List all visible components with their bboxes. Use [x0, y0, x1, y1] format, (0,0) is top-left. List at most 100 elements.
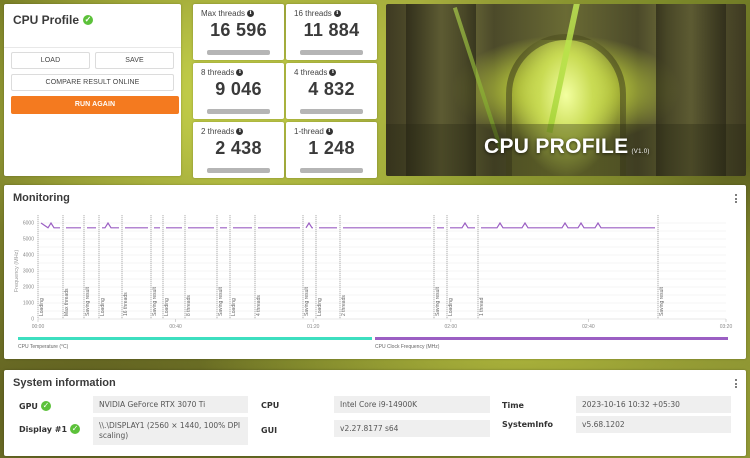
- score-label-text: Max threads: [201, 9, 246, 18]
- score-value: 2 438: [215, 138, 262, 158]
- display-label-text: Display #1: [19, 424, 68, 434]
- hero-title-text: CPU PROFILE: [484, 135, 629, 158]
- event-marker-label: 16 threads: [123, 292, 129, 316]
- info-icon[interactable]: i: [247, 10, 255, 17]
- event-marker-label: 2 threads: [341, 295, 347, 316]
- score-label: 4 threads i: [294, 68, 337, 77]
- gui-value: v2.27.8177 s64: [334, 420, 490, 437]
- time-label: Time: [502, 401, 524, 410]
- hero-pillar-right: [656, 4, 726, 176]
- save-button[interactable]: SAVE: [95, 52, 174, 69]
- event-marker-label: Loading: [164, 298, 170, 316]
- hero-version: (V1.0): [631, 149, 650, 155]
- score-value: 11 884: [303, 20, 360, 40]
- event-marker-label: Loading: [39, 298, 45, 316]
- y-tick-label: 3000: [23, 269, 34, 275]
- event-marker-label: Saving result: [304, 286, 310, 316]
- legend-frequency-bar[interactable]: [375, 337, 728, 340]
- systeminfo-value: v5.68.1202: [576, 416, 731, 433]
- x-tick-label: 00:00: [32, 324, 45, 330]
- y-axis-label: Frequency (MHz): [14, 250, 20, 293]
- y-tick-label: 5000: [23, 237, 34, 243]
- score-label: 16 threads i: [294, 9, 341, 18]
- frequency-line: [40, 221, 655, 229]
- info-icon[interactable]: i: [236, 69, 244, 76]
- score-tile-1-thread: 1-thread i 1 248: [286, 122, 377, 178]
- score-bar: [300, 168, 363, 173]
- systeminfo-label: SystemInfo: [502, 420, 553, 429]
- event-marker-label: 8 threads: [186, 295, 192, 316]
- score-bar: [207, 50, 270, 55]
- hero-banner: CPU PROFILE (V1.0): [386, 4, 746, 176]
- y-tick-label: 1000: [23, 301, 34, 307]
- more-options-icon[interactable]: [735, 194, 738, 203]
- event-marker-label: Loading: [100, 298, 106, 316]
- x-tick-label: 02:40: [582, 324, 595, 330]
- event-marker-label: Loading: [317, 298, 323, 316]
- monitoring-panel: Monitoring 0 1000 2000 3000 4000 5000 6000 Freq…: [4, 185, 746, 359]
- gpu-label-text: GPU: [19, 401, 38, 411]
- compare-result-online-button[interactable]: COMPARE RESULT ONLINE: [11, 74, 174, 91]
- score-label-text: 16 threads: [294, 9, 332, 18]
- monitoring-title: Monitoring: [13, 192, 70, 204]
- score-label: Max threads i: [201, 9, 255, 18]
- info-icon[interactable]: i: [325, 128, 333, 135]
- score-value: 16 596: [210, 20, 267, 40]
- event-marker-label: Saving result: [218, 286, 224, 316]
- profile-title: CPU Profile ✓: [13, 13, 94, 27]
- check-circle-icon: ✓: [70, 424, 81, 434]
- load-button[interactable]: LOAD: [11, 52, 90, 69]
- legend-frequency-label: CPU Clock Frequency (MHz): [375, 344, 440, 350]
- hero-title-band: [386, 124, 746, 176]
- display-label: Display #1 ✓: [19, 424, 81, 434]
- legend-temperature-bar[interactable]: [18, 337, 372, 340]
- score-value: 1 248: [308, 138, 355, 158]
- profile-title-text: CPU Profile: [13, 13, 80, 27]
- event-marker-label: Saving result: [659, 286, 665, 316]
- score-value: 4 832: [308, 79, 355, 99]
- score-bar: [300, 109, 363, 114]
- score-tile-16-threads: 16 threads i 11 884: [286, 4, 377, 60]
- hero-title: CPU PROFILE (V1.0): [484, 135, 650, 159]
- event-marker-label: Max threads: [64, 288, 70, 316]
- check-circle-icon: ✓: [83, 15, 94, 25]
- event-marker-label: Loading: [231, 298, 237, 316]
- score-tile-4-threads: 4 threads i 4 832: [286, 63, 377, 119]
- score-label-text: 1-thread: [294, 127, 324, 136]
- info-icon[interactable]: i: [333, 10, 341, 17]
- legend-temperature-label: CPU Temperature (°C): [18, 344, 69, 350]
- system-information-panel: System information GPU ✓ NVIDIA GeForce …: [4, 370, 746, 456]
- time-value: 2023-10-16 10:32 +05:30: [576, 396, 731, 413]
- x-tick-label: 03:20: [720, 324, 733, 330]
- info-icon[interactable]: i: [236, 128, 244, 135]
- score-tile-8-threads: 8 threads i 9 046: [193, 63, 284, 119]
- y-tick-label: 2000: [23, 285, 34, 291]
- cpu-label: CPU: [261, 401, 280, 410]
- score-tile-2-threads: 2 threads i 2 438: [193, 122, 284, 178]
- gpu-label: GPU ✓: [19, 401, 51, 411]
- y-tick-label: 4000: [23, 253, 34, 259]
- event-marker-label: Saving result: [435, 286, 441, 316]
- y-tick-label: 6000: [23, 221, 34, 227]
- run-again-button[interactable]: RUN AGAIN: [11, 96, 179, 114]
- gpu-value: NVIDIA GeForce RTX 3070 Ti: [93, 396, 248, 413]
- event-marker-label: 4 threads: [256, 295, 262, 316]
- more-options-icon[interactable]: [735, 379, 738, 388]
- x-tick-label: 00:40: [169, 324, 182, 330]
- score-bar: [207, 168, 270, 173]
- event-marker-label: Saving result: [85, 286, 91, 316]
- display-value: \\.\DISPLAY1 (2560 × 1440, 100% DPI scal…: [93, 417, 248, 445]
- system-information-title: System information: [13, 377, 116, 389]
- cpu-profile-card: CPU Profile ✓ LOAD SAVE COMPARE RESULT O…: [4, 4, 181, 176]
- score-bar: [207, 109, 270, 114]
- cpu-value: Intel Core i9-14900K: [334, 396, 490, 413]
- event-marker-label: 1 thread: [479, 297, 485, 316]
- event-marker-label: Saving result: [152, 286, 158, 316]
- x-tick-label: 01:20: [307, 324, 320, 330]
- y-tick-label: 0: [31, 317, 34, 323]
- frequency-chart: 0 1000 2000 3000 4000 5000 6000 Frequency (MHz)…: [14, 215, 733, 330]
- score-label-text: 8 threads: [201, 68, 235, 77]
- info-icon[interactable]: i: [329, 69, 337, 76]
- divider: [4, 47, 181, 48]
- score-label: 2 threads i: [201, 127, 244, 136]
